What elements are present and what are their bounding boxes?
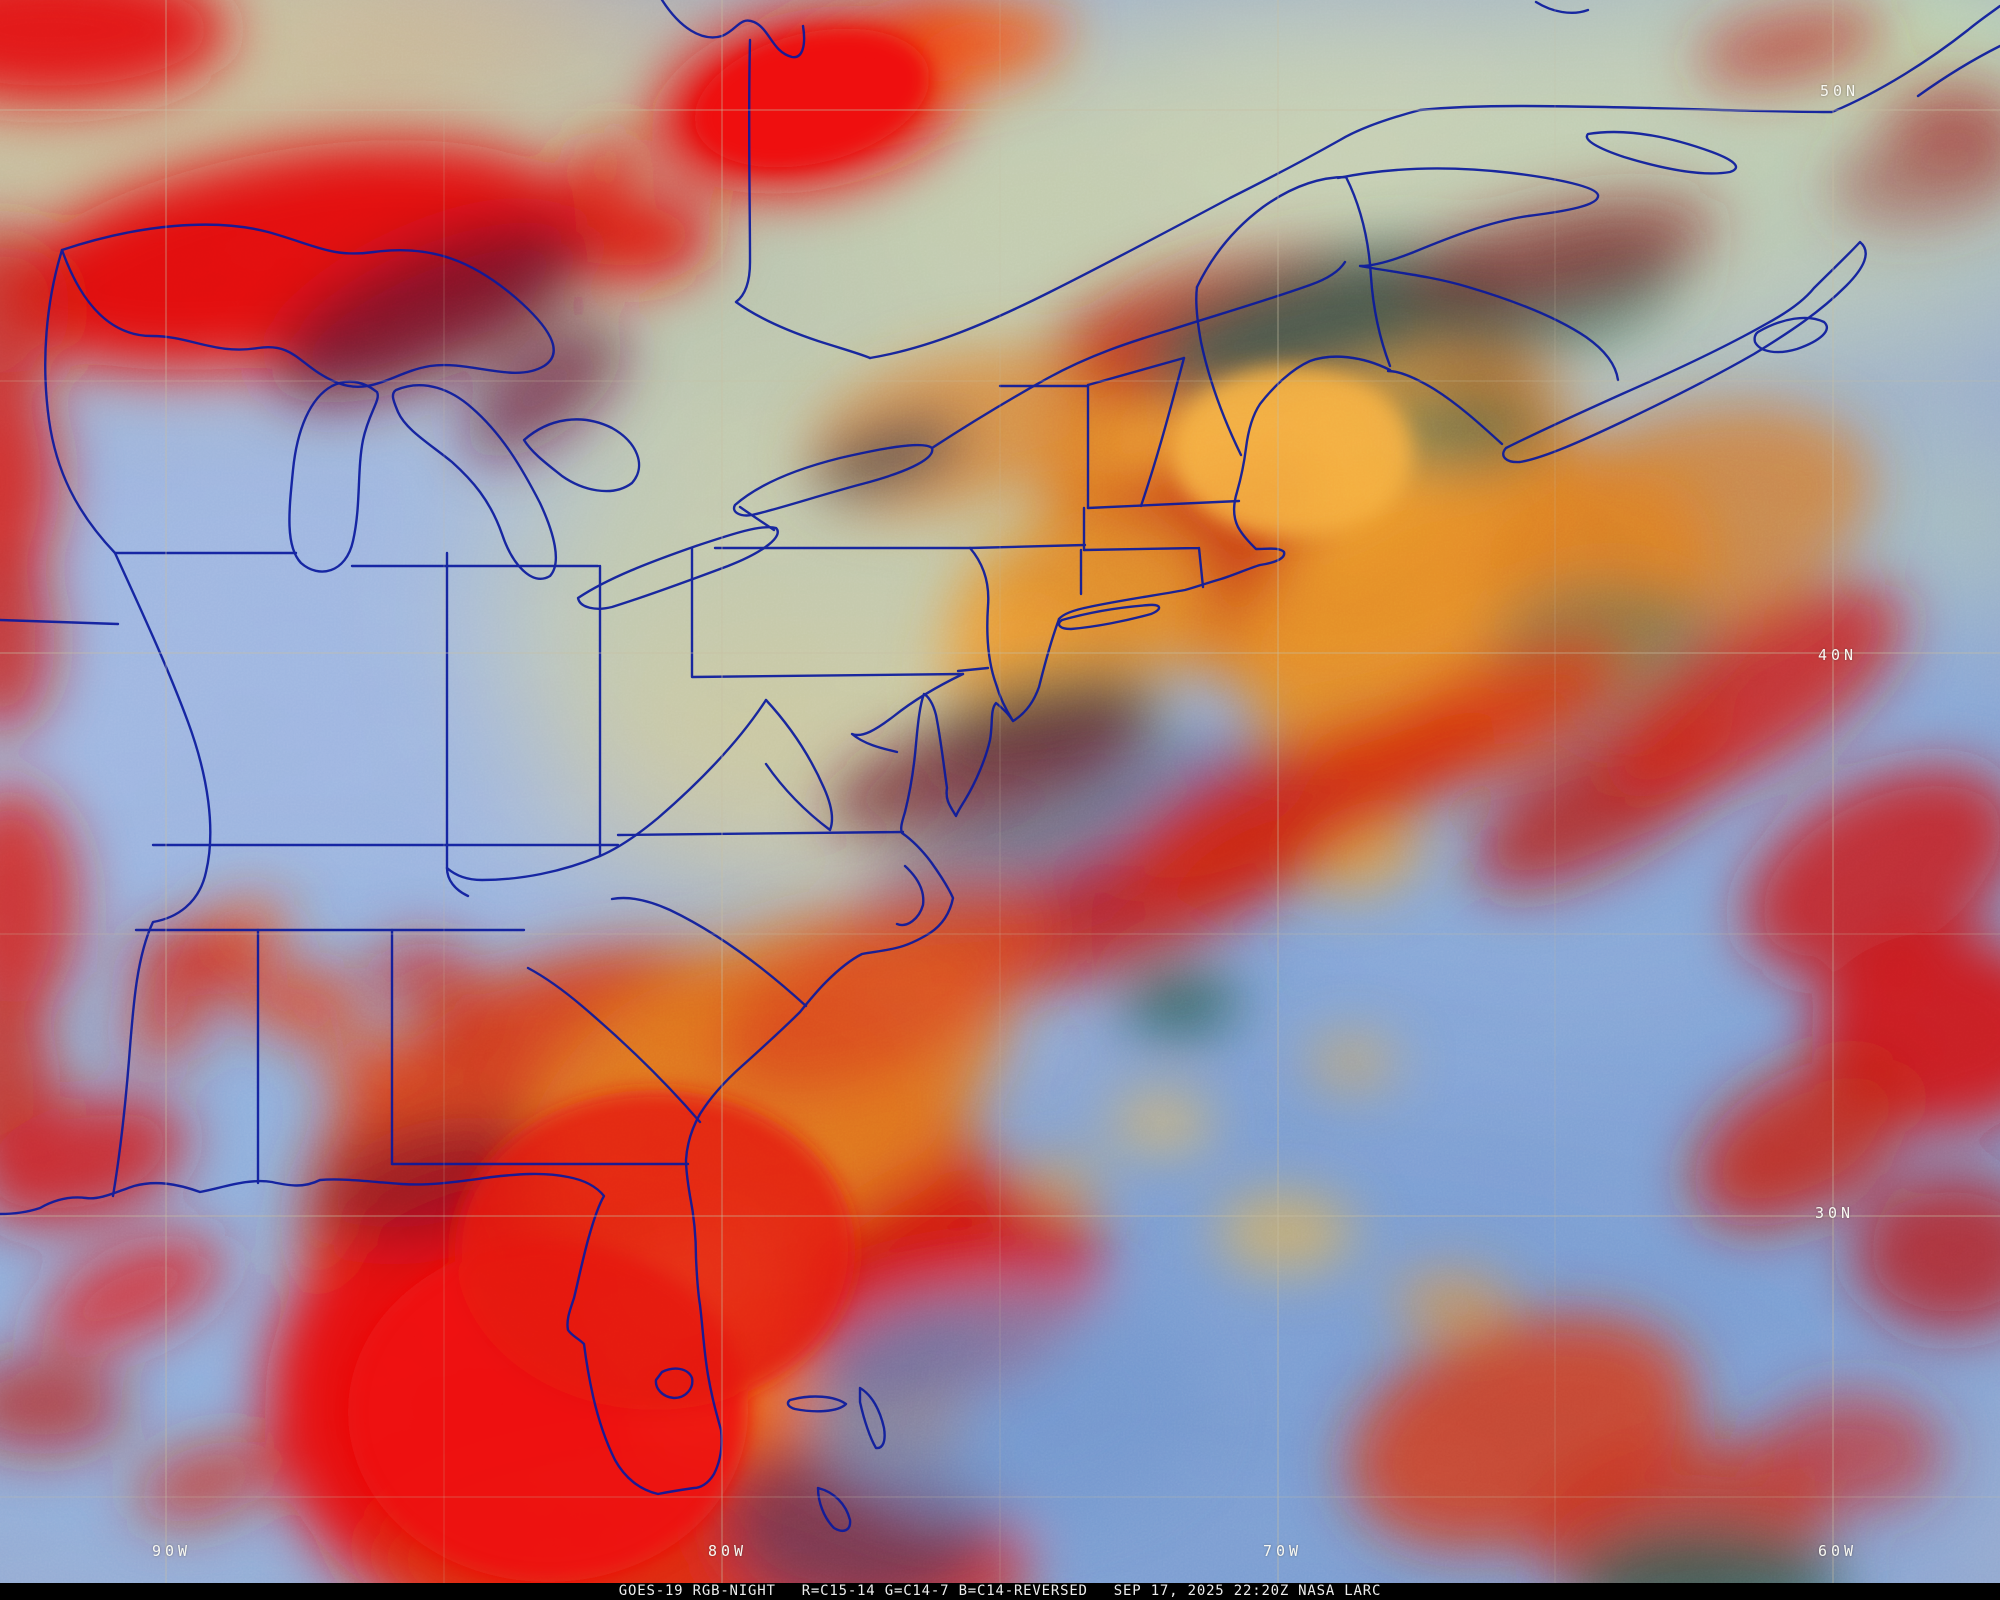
caption-credit: NASA LARC xyxy=(1298,1583,1382,1599)
maine-canada-border xyxy=(1195,175,1392,368)
ontario-quebec-border xyxy=(660,0,872,360)
state-border-vermont-newhampshire xyxy=(1139,356,1186,508)
prince-edward-island-outline xyxy=(1753,316,1829,354)
lake-superior-outline xyxy=(60,223,555,388)
state-border-massachusetts-north xyxy=(1086,499,1241,510)
state-border-northcarolina-southcarolina xyxy=(610,896,808,1008)
caption-datetime: SEP 17, 2025 22:20Z xyxy=(1113,1583,1290,1599)
nova-scotia-outline xyxy=(1502,240,1867,464)
state-border-westvirginia-virginia xyxy=(764,698,834,832)
lat-label-50n: 50N xyxy=(1820,82,1860,100)
lat-label-40n: 40N xyxy=(1818,646,1858,664)
caption-product-name: GOES-19 RGB-NIGHT xyxy=(618,1583,776,1599)
state-border-newyork-south xyxy=(968,543,1087,550)
lake-okeechobee-outline xyxy=(654,1367,694,1400)
anticosti-island-outline xyxy=(1585,130,1738,175)
atlantic-gulf-coast xyxy=(0,617,1061,1496)
lon-label-90w: 90W xyxy=(152,1542,192,1560)
bahamas-abaco xyxy=(858,1386,886,1450)
state-border-newengland-west xyxy=(1079,383,1090,596)
bay-of-fundy-shore xyxy=(1386,369,1504,446)
lon-label-80w: 80W xyxy=(708,1542,748,1560)
mississippi-river-border xyxy=(111,551,212,1198)
potomac-river-border xyxy=(850,672,965,754)
bahamas-grand-bahama xyxy=(786,1395,848,1413)
state-border-wisconsin-west xyxy=(44,248,117,555)
bahamas-andros xyxy=(816,1486,852,1532)
state-border-delaware-maryland xyxy=(956,666,990,673)
pamlico-sound-shore xyxy=(895,864,925,927)
state-border-georgia-southcarolina xyxy=(526,966,702,1124)
map-boundaries xyxy=(0,0,2000,1532)
lat-label-30n: 30N xyxy=(1815,1204,1855,1222)
lon-label-60w: 60W xyxy=(1818,1542,1858,1560)
caption-rgb-recipe: R=C15-14 G=C14-7 B=C14-REVERSED xyxy=(801,1583,1088,1599)
state-border-pennsylvania xyxy=(690,546,972,679)
lake-erie-outline xyxy=(576,525,779,610)
georgian-bay-outline xyxy=(522,418,641,493)
state-border-newhampshire-maine xyxy=(1195,285,1243,457)
newfoundland-coast xyxy=(1534,0,2000,98)
lon-label-70w: 70W xyxy=(1263,1542,1303,1560)
long-island-outline xyxy=(1057,603,1161,631)
caption-bar: GOES-19 RGB-NIGHT R=C15-14 G=C14-7 B=C14… xyxy=(0,1583,2000,1600)
us-canada-45n-border xyxy=(998,356,1186,388)
st-lawrence-south-shore-gaspe xyxy=(930,167,1620,450)
state-border-virginia-northcarolina xyxy=(616,830,905,837)
lake-michigan-outline xyxy=(288,380,379,573)
new-england-coast xyxy=(1057,355,1392,621)
state-border-massachusetts-south xyxy=(1082,546,1205,589)
delaware-river-border xyxy=(968,546,1015,723)
lake-huron-outline xyxy=(391,383,557,580)
state-border-iowa-missouri xyxy=(0,618,120,626)
ohio-river-border xyxy=(445,698,768,882)
niagara-link xyxy=(738,505,776,532)
